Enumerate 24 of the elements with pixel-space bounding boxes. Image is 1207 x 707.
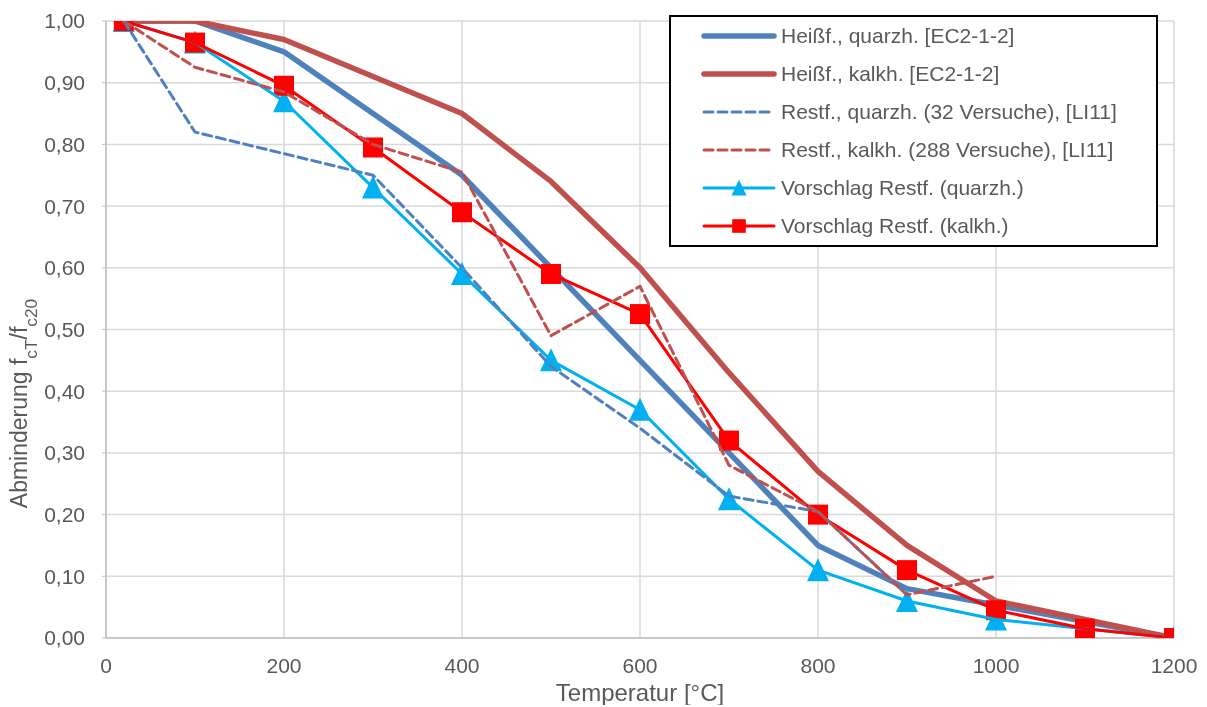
y-tick-label: 0,50 bbox=[44, 317, 85, 341]
legend-label: Restf., quarzh. (32 Versuche), [LI11] bbox=[781, 100, 1117, 123]
x-tick-label: 1200 bbox=[1150, 653, 1198, 677]
y-tick-label: 0,70 bbox=[44, 194, 85, 218]
x-tick-label: 400 bbox=[444, 653, 480, 677]
y-tick-label: 0,20 bbox=[44, 503, 85, 527]
y-tick-label: 1,00 bbox=[44, 9, 85, 33]
legend-label: Restf., kalkh. (288 Versuche), [LI11] bbox=[781, 138, 1114, 161]
y-tick-label: 0,30 bbox=[44, 441, 85, 465]
legend-label: Heißf., kalkh. [EC2-1-2] bbox=[781, 62, 1000, 85]
x-tick-label: 0 bbox=[100, 653, 112, 677]
x-tick-label: 800 bbox=[800, 653, 836, 677]
y-tick-label: 0,60 bbox=[44, 256, 85, 280]
y-tick-label: 0,80 bbox=[44, 132, 85, 156]
y-tick-label: 0,40 bbox=[44, 379, 85, 403]
legend-label: Heißf., quarzh. [EC2-1-2] bbox=[781, 24, 1015, 47]
legend-label: Vorschlag Restf. (kalkh.) bbox=[781, 214, 1009, 237]
x-tick-label: 200 bbox=[266, 653, 302, 677]
y-tick-label: 0,90 bbox=[44, 71, 85, 95]
legend-label: Vorschlag Restf. (quarzh.) bbox=[781, 176, 1024, 199]
x-tick-label: 1000 bbox=[972, 653, 1020, 677]
y-tick-label: 0,00 bbox=[44, 626, 85, 650]
y-tick-label: 0,10 bbox=[44, 564, 85, 588]
x-tick-label: 600 bbox=[622, 653, 658, 677]
